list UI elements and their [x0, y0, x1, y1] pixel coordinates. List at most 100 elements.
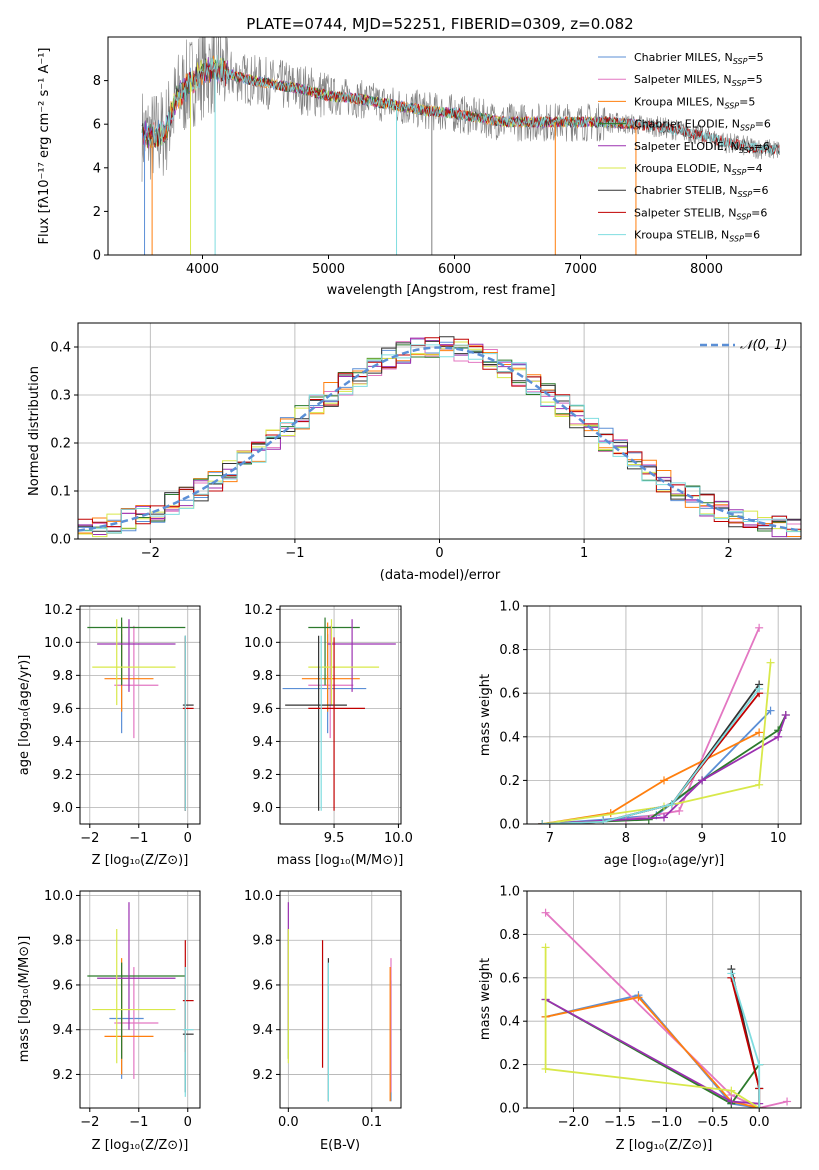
mass-weight-line [545, 996, 760, 1108]
legend-entry-value: =6 [754, 140, 770, 153]
age-vs-Z-plot-area: −2 −1 0 9.0 9.2 9.4 9.6 9.8 10.0 10.2 [44, 603, 200, 846]
y-tick-label: 10.2 [44, 603, 73, 618]
clipped-group [87, 617, 194, 811]
x-tick-label: −2 [80, 831, 99, 846]
residuals-xlabel: (data-model)/error [380, 568, 501, 583]
normal-curve [78, 346, 801, 532]
legend-entry-text: Chabrier MILES, N [634, 51, 733, 64]
mass-weight-vs-Z-frame [526, 890, 802, 1109]
y-tick-label: 4 [93, 161, 101, 176]
x-tick-label: 5000 [312, 262, 345, 277]
x-tick-label: 9 [698, 831, 706, 846]
legend-entry-subscript: SSP [739, 146, 754, 155]
y-tick-label: 10.0 [44, 889, 73, 904]
y-tick-label: 0.8 [499, 928, 520, 943]
y-tick-label: 0.1 [50, 485, 71, 500]
y-tick-label: 9.8 [252, 934, 273, 949]
legend-entry-value: =6 [751, 206, 767, 219]
legend-entry-text: Salpeter MILES, N [634, 73, 732, 86]
figure-title: PLATE=0744, MJD=52251, FIBERID=0309, z=0… [246, 15, 633, 33]
mass-weight-vs-age-ylabel: mass weight [478, 674, 493, 756]
mass-weight-line [544, 912, 788, 1108]
legend-entry: Chabrier ELODIE, NSSP=6 [634, 118, 771, 133]
mass-weight-vs-Z-xlabel: Z [log₁₀(Z/Z⊙)] [616, 1138, 713, 1153]
x-tick-label: 0.1 [361, 1115, 382, 1130]
y-tick-label: 9.4 [52, 1023, 73, 1038]
x-tick-label: 0 [435, 546, 443, 561]
legend-entry-text: Kroupa MILES, N [634, 95, 724, 108]
y-tick-label: 9.2 [52, 1068, 73, 1083]
residuals-plot-area: −2 −1 0 1 2 0.0 0.1 0.2 0.3 0.4 [50, 323, 801, 561]
residual-histogram-kroupa-stelib [78, 344, 801, 539]
age-vs-mass-panel: 9.5 10.0 9.0 9.2 9.4 9.6 9.8 10.0 10.2 mass [log… [244, 603, 413, 868]
x-tick-label: 10 [770, 831, 787, 846]
legend-entry-subscript: SSP [729, 235, 744, 244]
y-tick-label: 10.2 [244, 603, 273, 618]
y-tick-label: 9.8 [252, 669, 273, 684]
y-tick-label: 9.8 [52, 669, 73, 684]
clipped-group [287, 902, 392, 1102]
mass-vs-Z-panel: −2 −1 0 9.2 9.4 9.6 9.8 10.0 Z [log₁₀(Z/Z⊙)] ma… [17, 889, 201, 1153]
y-tick-label: 0.4 [499, 1015, 520, 1030]
mass-vs-Z-xlabel: Z [log₁₀(Z/Z⊙)] [92, 1138, 189, 1153]
x-tick-label: 1 [580, 546, 588, 561]
legend-entry: Chabrier STELIB, NSSP=6 [634, 184, 768, 199]
mass-weight-line [545, 998, 760, 1105]
age-vs-mass-xlabel: mass [log₁₀(M/M⊙)] [277, 853, 404, 868]
spectrum-panel: 4000 5000 6000 7000 8000 0 2 4 6 8 wavelength [An… [37, 36, 802, 298]
mass-weight-line [544, 947, 760, 1108]
x-tick-label: −1 [285, 546, 304, 561]
mass-vs-Z-frame [79, 890, 201, 1109]
y-tick-label: 9.8 [52, 934, 73, 949]
legend-entry-text: Kroupa ELODIE, N [634, 162, 732, 175]
x-tick-label: 6000 [438, 262, 471, 277]
x-tick-label: −1 [129, 831, 148, 846]
x-tick-label: 7000 [564, 262, 597, 277]
mass-weight-line [542, 688, 760, 824]
mass-vs-EBV-xlabel: E(B-V) [320, 1138, 360, 1153]
y-tick-label: 9.0 [52, 801, 73, 816]
legend-entry: Chabrier MILES, NSSP=5 [634, 51, 764, 66]
legend-entry: Kroupa STELIB, NSSP=6 [634, 229, 760, 244]
mass-weight-vs-Z-ylabel: mass weight [478, 958, 493, 1040]
spectrum-frame [107, 36, 802, 256]
age-vs-Z-panel: −2 −1 0 9.0 9.2 9.4 9.6 9.8 10.0 10.2 Z [log₁₀(Z/… [17, 603, 201, 868]
y-tick-label: 2 [93, 205, 101, 220]
y-tick-label: 9.4 [252, 735, 273, 750]
y-tick-label: 0.2 [50, 437, 71, 452]
residuals-panel: −2 −1 0 1 2 0.0 0.1 0.2 0.3 0.4 (data-model)/erro… [27, 322, 802, 583]
mass-weight-vs-Z-plot-area: −2.0 −1.5 −1.0 −0.5 0.0 0.0 0.2 0.4 0.6 0.8 1.0 [499, 885, 801, 1130]
legend-entry-subscript: SSP [732, 79, 747, 88]
y-tick-label: 0.6 [499, 971, 520, 986]
x-tick-label: 4000 [186, 262, 219, 277]
y-tick-label: 9.2 [52, 768, 73, 783]
y-tick-label: 10.0 [244, 636, 273, 651]
y-tick-label: 0.2 [499, 1058, 520, 1073]
y-tick-label: 0.3 [50, 389, 71, 404]
legend-entry-subscript: SSP [738, 190, 753, 199]
mass-weight-line [545, 998, 760, 1105]
clipped-group [541, 908, 792, 1108]
mass-weight-line [542, 627, 760, 824]
legend-entry-subscript: SSP [724, 101, 739, 110]
y-tick-label: 0.0 [499, 818, 520, 833]
legend-entry-subscript: SSP [740, 124, 755, 133]
mass-weight-vs-age-frame [526, 605, 802, 825]
age-vs-mass-plot-area: 9.5 10.0 9.0 9.2 9.4 9.6 9.8 10.0 10.2 [244, 603, 413, 846]
y-tick-label: 8 [93, 74, 101, 89]
model-spectrum-salpeter-stelib [142, 60, 780, 155]
legend-entry-value: =6 [755, 118, 771, 131]
residuals-frame [77, 322, 802, 540]
x-tick-label: −0.5 [697, 1115, 729, 1130]
mass-vs-EBV-plot-area: 0.0 0.1 9.2 9.4 9.6 9.8 10.0 [244, 889, 401, 1130]
legend-entry-text: Salpeter STELIB, N [634, 206, 736, 219]
mass-weight-line [730, 977, 761, 1108]
residuals-ylabel: Normed distribution [27, 366, 42, 496]
spectrum-plot-area: 4000 5000 6000 7000 8000 0 2 4 6 8 [93, 37, 780, 277]
legend-entry: Salpeter STELIB, NSSP=6 [634, 206, 767, 221]
legend-entry-subscript: SSP [736, 212, 751, 221]
mass-weight-vs-age-panel: 7 8 9 10 0.0 0.2 0.4 0.6 0.8 1.0 age [log₁₀(age/y… [478, 600, 802, 868]
age-vs-Z-xlabel: Z [log₁₀(Z/Z⊙)] [92, 853, 189, 868]
y-tick-label: 0.0 [499, 1102, 520, 1117]
